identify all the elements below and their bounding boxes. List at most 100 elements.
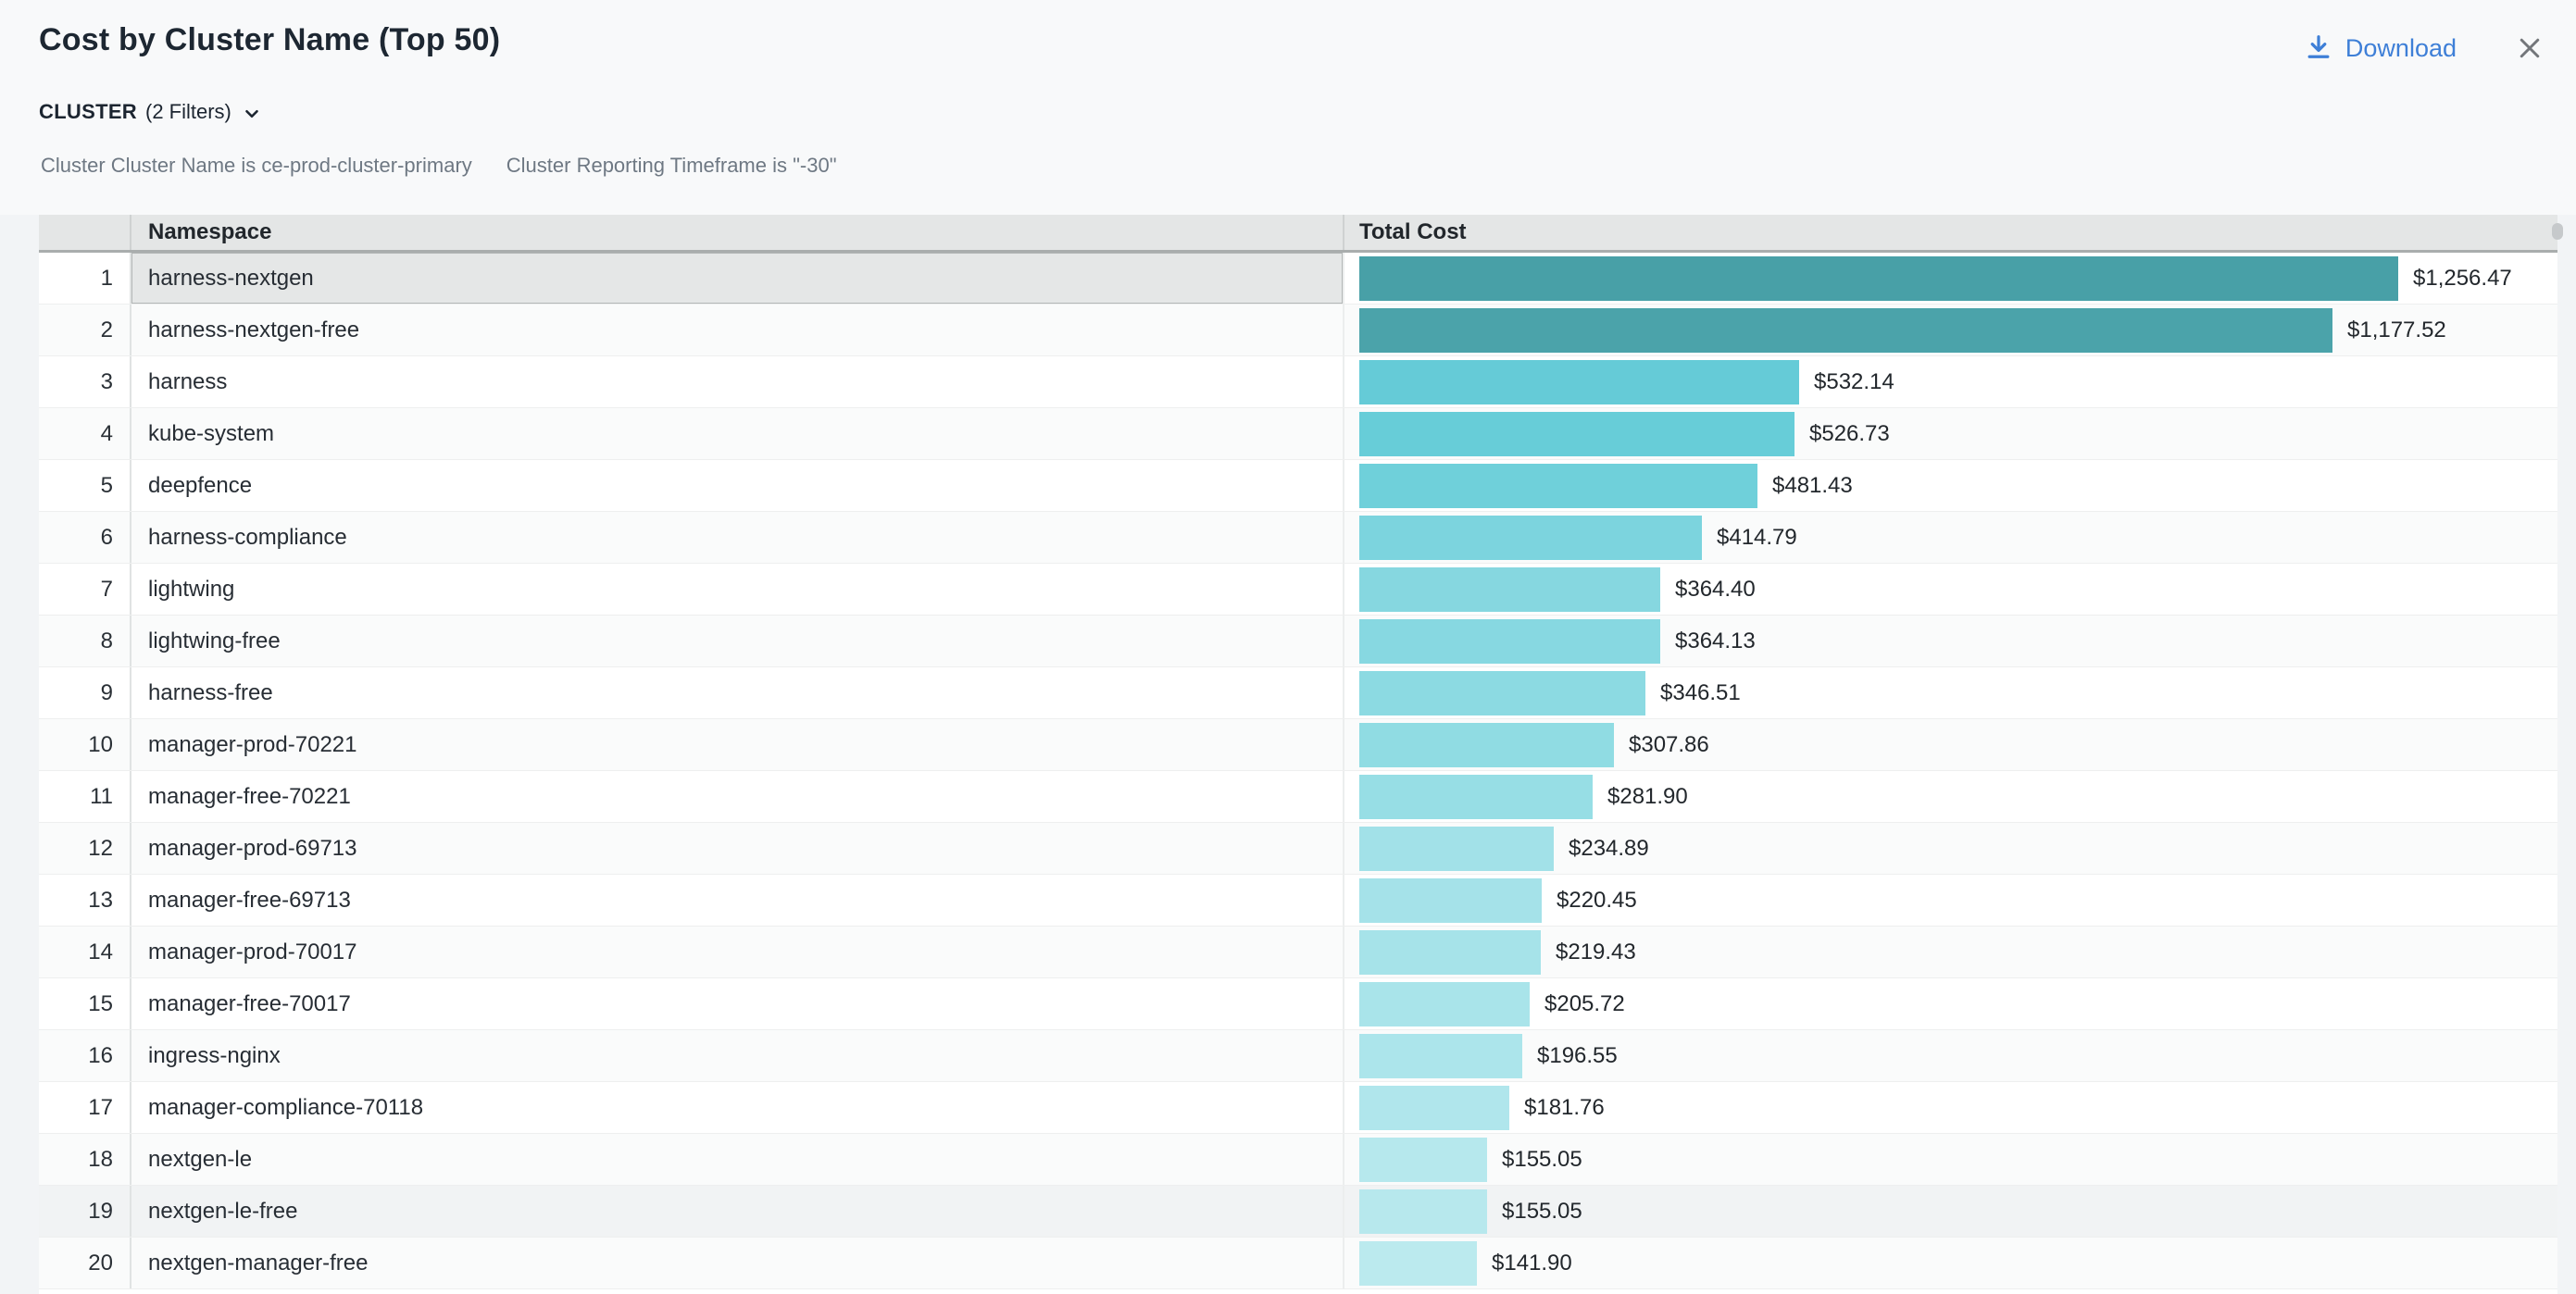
total-cost-cell[interactable]: $532.14 [1344,356,2557,407]
table-row: 17 manager-compliance-70118 $181.76 [39,1082,2557,1134]
namespace-cell[interactable]: manager-compliance-70118 [131,1082,1344,1133]
row-rank: 4 [39,408,131,459]
row-rank: 7 [39,564,131,615]
namespace-cell[interactable]: manager-free-70017 [131,978,1344,1029]
column-header-rank [39,215,131,250]
namespace-cell[interactable]: lightwing [131,564,1344,615]
table-row: 11 manager-free-70221 $281.90 [39,771,2557,823]
row-rank: 15 [39,978,131,1029]
cost-bar [1359,619,1660,664]
cost-bar [1359,360,1799,404]
applied-filter-cluster-name: Cluster Cluster Name is ce-prod-cluster-… [41,154,472,178]
row-rank: 3 [39,356,131,407]
row-rank: 17 [39,1082,131,1133]
namespace-cell[interactable]: nextgen-le-free [131,1186,1344,1237]
cost-table: Namespace Total Cost 1 harness-nextgen $… [39,215,2557,1294]
namespace-cell[interactable]: manager-free-70221 [131,771,1344,822]
header-actions: Download [2305,28,2544,68]
namespace-cell[interactable]: manager-free-69713 [131,875,1344,926]
download-button[interactable]: Download [2305,33,2457,63]
namespace-cell[interactable]: deepfence [131,460,1344,511]
namespace-cell[interactable]: manager-prod-70017 [131,927,1344,977]
cost-value-label: $234.89 [1569,836,1649,862]
column-header-namespace[interactable]: Namespace [131,215,1344,250]
filter-count-label: (2 Filters) [145,100,231,124]
namespace-cell[interactable]: kube-system [131,408,1344,459]
namespace-cell[interactable]: lightwing-free [131,616,1344,666]
close-button[interactable] [2516,34,2544,62]
total-cost-cell[interactable]: $181.76 [1344,1082,2557,1133]
row-rank: 20 [39,1238,131,1288]
total-cost-cell[interactable]: $414.79 [1344,512,2557,563]
namespace-cell[interactable]: harness [131,356,1344,407]
namespace-cell[interactable]: harness-free [131,667,1344,718]
total-cost-cell[interactable]: $481.43 [1344,460,2557,511]
cost-value-label: $219.43 [1556,939,1636,965]
page-title: Cost by Cluster Name (Top 50) [39,22,500,58]
total-cost-cell[interactable]: $281.90 [1344,771,2557,822]
row-rank: 16 [39,1030,131,1081]
total-cost-cell[interactable]: $196.55 [1344,1030,2557,1081]
table-row: 7 lightwing $364.40 [39,564,2557,616]
total-cost-cell[interactable]: $346.51 [1344,667,2557,718]
cost-value-label: $181.76 [1524,1095,1605,1121]
table-row: 2 harness-nextgen-free $1,177.52 [39,305,2557,356]
cluster-filters-toggle[interactable]: CLUSTER (2 Filters) [39,100,262,124]
namespace-cell[interactable]: manager-prod-69713 [131,823,1344,874]
table-row: 8 lightwing-free $364.13 [39,616,2557,667]
cost-bar [1359,827,1554,871]
namespace-cell[interactable]: harness-compliance [131,512,1344,563]
cost-value-label: $141.90 [1492,1250,1572,1276]
table-row: 16 ingress-nginx $196.55 [39,1030,2557,1082]
table-row: 3 harness $532.14 [39,356,2557,408]
cost-bar [1359,464,1757,508]
cost-bar [1359,412,1794,456]
total-cost-cell[interactable]: $205.72 [1344,978,2557,1029]
table-row: 10 manager-prod-70221 $307.86 [39,719,2557,771]
cost-value-label: $1,256.47 [2413,266,2512,292]
row-rank: 12 [39,823,131,874]
row-rank: 14 [39,927,131,977]
total-cost-cell[interactable]: $1,177.52 [1344,305,2557,355]
total-cost-cell[interactable]: $219.43 [1344,927,2557,977]
namespace-cell[interactable]: ingress-nginx [131,1030,1344,1081]
total-cost-cell[interactable]: $141.90 [1344,1238,2557,1288]
table-scrollbar-thumb[interactable] [2552,223,2563,240]
cost-value-label: $205.72 [1544,991,1625,1017]
cost-value-label: $196.55 [1537,1043,1618,1069]
download-label: Download [2345,34,2457,63]
total-cost-cell[interactable]: $220.45 [1344,875,2557,926]
total-cost-cell[interactable]: $234.89 [1344,823,2557,874]
total-cost-cell[interactable]: $364.13 [1344,616,2557,666]
cost-value-label: $532.14 [1814,369,1894,395]
cost-bar [1359,775,1593,819]
filter-group-name: CLUSTER [39,100,137,124]
total-cost-cell[interactable]: $155.05 [1344,1186,2557,1237]
table-row: 9 harness-free $346.51 [39,667,2557,719]
cost-bar [1359,671,1645,715]
table-row: 13 manager-free-69713 $220.45 [39,875,2557,927]
namespace-cell[interactable]: harness-nextgen [131,253,1344,304]
namespace-cell[interactable]: manager-prod-70221 [131,719,1344,770]
column-header-total-cost[interactable]: Total Cost [1344,215,2557,250]
cost-bar [1359,567,1660,612]
total-cost-cell[interactable]: $1,256.47 [1344,253,2557,304]
applied-filter-timeframe: Cluster Reporting Timeframe is "-30" [506,154,837,178]
namespace-cell[interactable]: nextgen-le [131,1134,1344,1185]
total-cost-cell[interactable]: $307.86 [1344,719,2557,770]
cost-bar [1359,308,2332,353]
total-cost-cell[interactable]: $155.05 [1344,1134,2557,1185]
total-cost-cell[interactable]: $364.40 [1344,564,2557,615]
table-row: 4 kube-system $526.73 [39,408,2557,460]
table-row: 18 nextgen-le $155.05 [39,1134,2557,1186]
namespace-cell[interactable]: harness-nextgen-free [131,305,1344,355]
cost-bar [1359,1034,1522,1078]
cost-bar [1359,878,1542,923]
table-row: 20 nextgen-manager-free $141.90 [39,1238,2557,1289]
cost-bar [1359,723,1614,767]
row-rank: 1 [39,253,131,304]
total-cost-cell[interactable]: $526.73 [1344,408,2557,459]
table-row: 6 harness-compliance $414.79 [39,512,2557,564]
namespace-cell[interactable]: nextgen-manager-free [131,1238,1344,1288]
download-icon [2305,33,2332,63]
